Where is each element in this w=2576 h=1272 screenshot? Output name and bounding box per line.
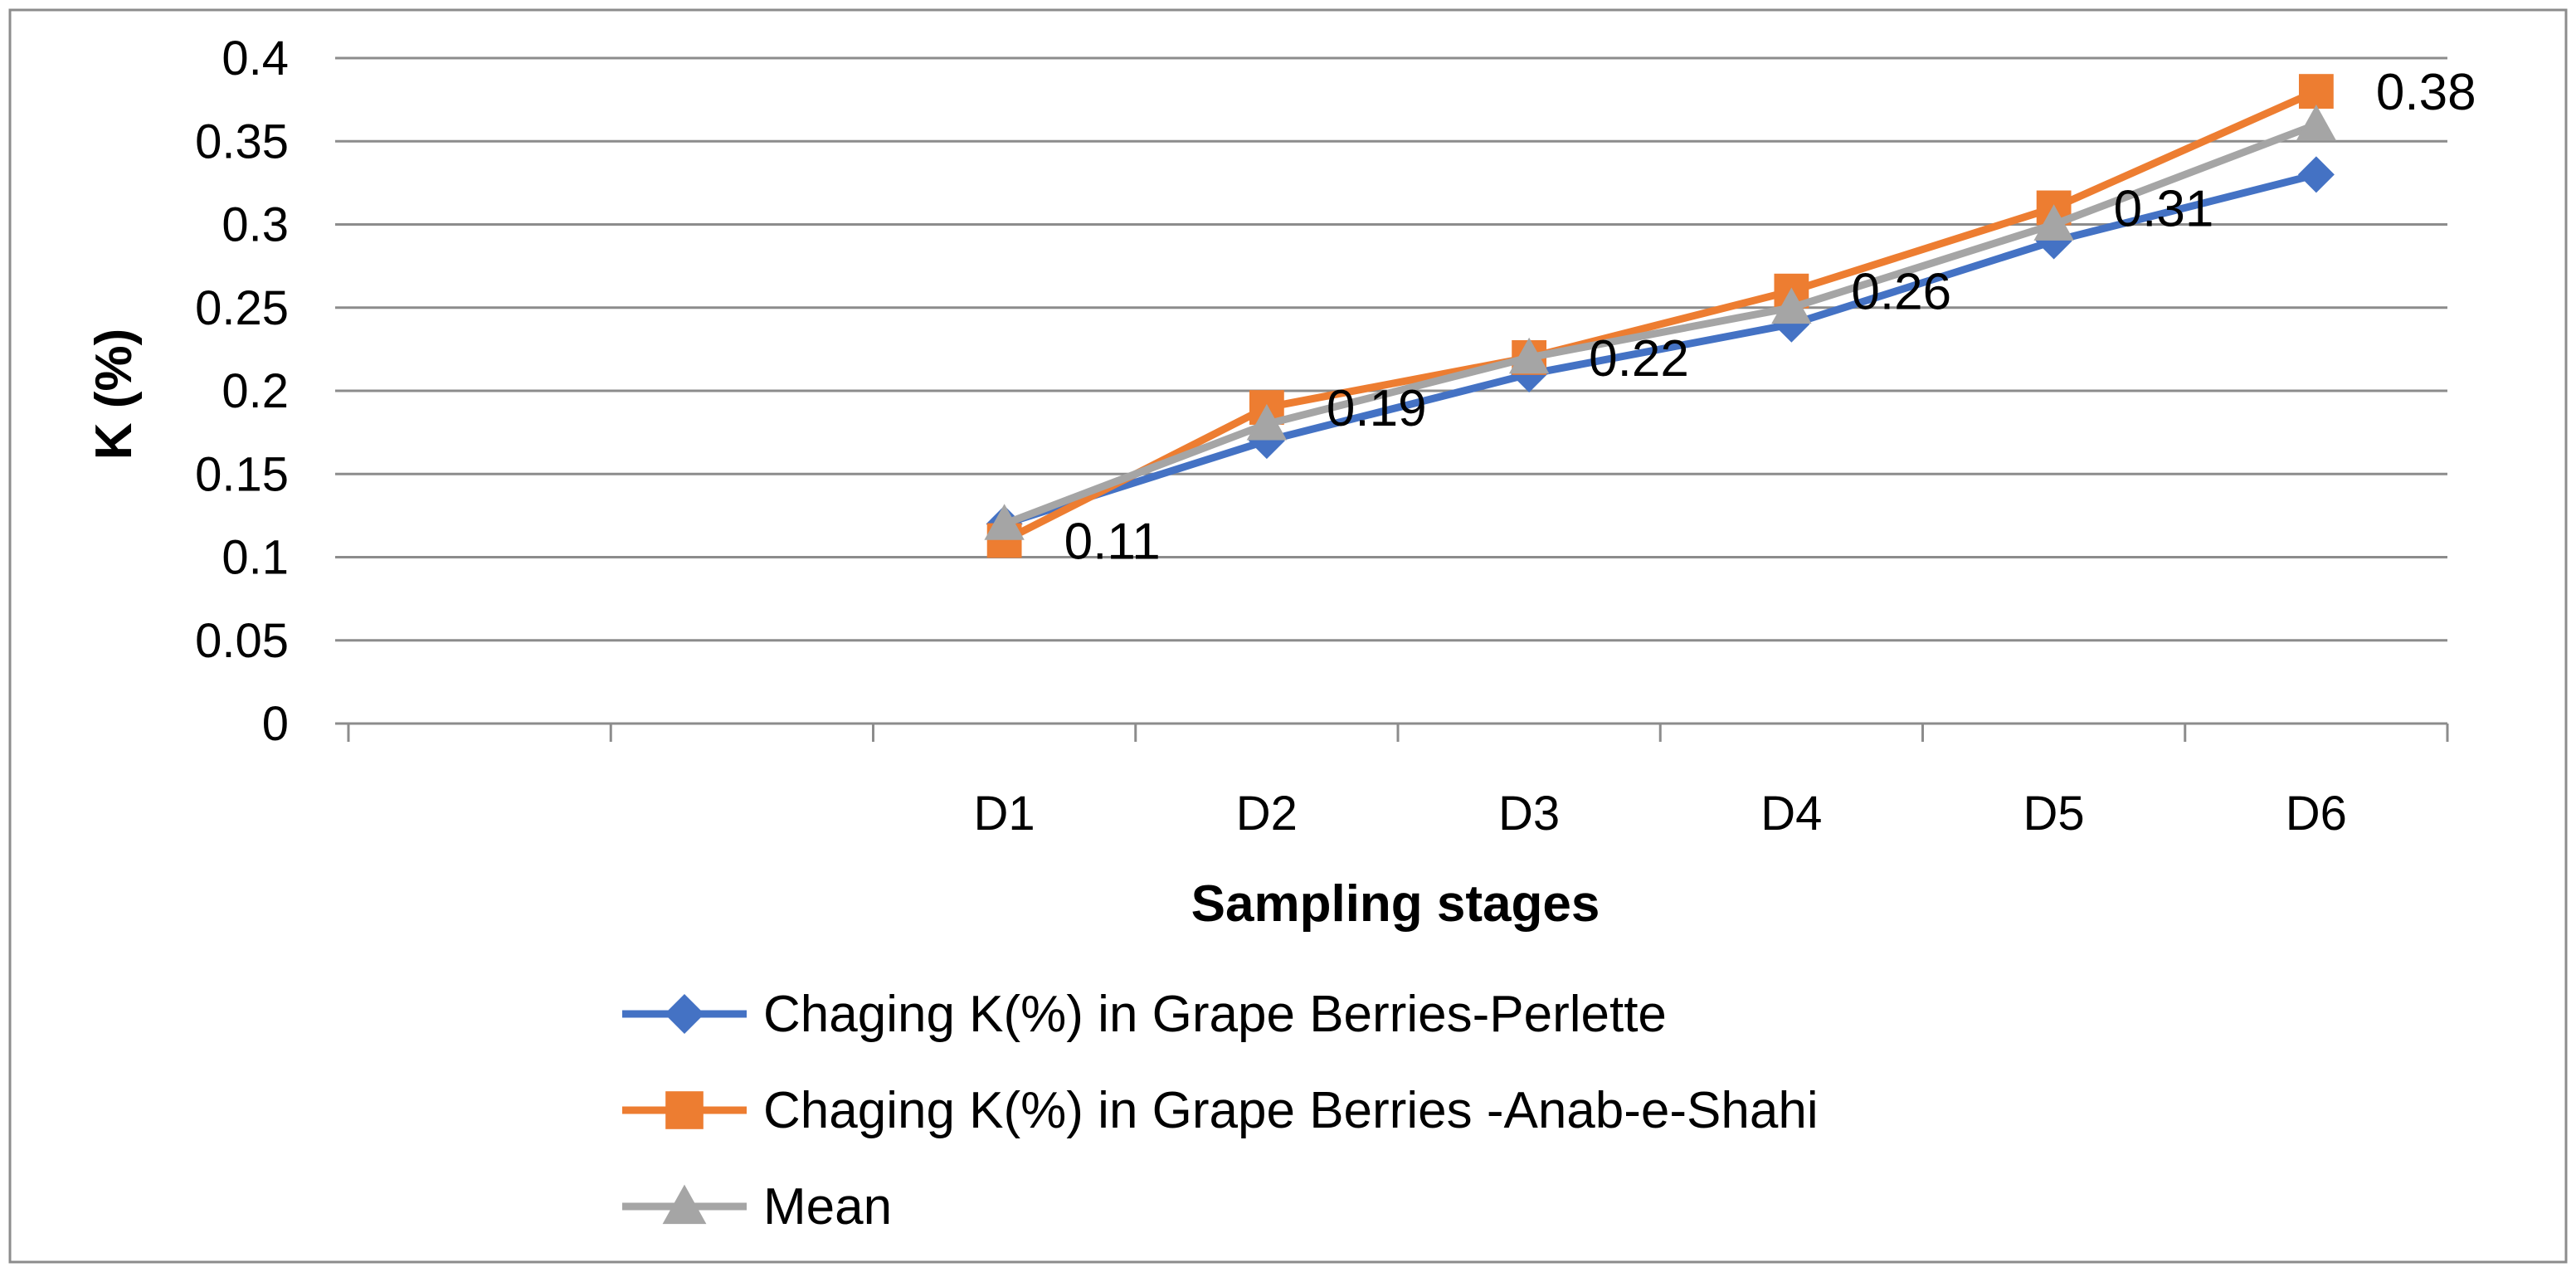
series-lines (984, 74, 2337, 558)
series-line (1001, 170, 2320, 528)
data-point (1508, 337, 1550, 374)
y-tick-label: 0.15 (195, 447, 289, 501)
x-tick-label: D5 (2023, 787, 2085, 841)
y-tick-label: 0.2 (222, 364, 289, 418)
y-tick-label: 0.05 (195, 614, 289, 668)
data-label: 0.19 (1327, 380, 1427, 437)
y-tick-labels: 0 0.05 0.1 0.15 0.2 0.25 0.3 0.35 0.4 (195, 32, 289, 751)
x-tick-label: D2 (1236, 787, 1298, 841)
legend-marker (662, 1184, 707, 1225)
data-point (2033, 204, 2074, 241)
y-tick-label: 0.35 (195, 115, 289, 168)
x-tick-label: D6 (2286, 787, 2347, 841)
data-label: 0.22 (1589, 330, 1689, 387)
data-labels: 0.11 0.19 0.22 0.26 0.31 0.38 (1064, 64, 2476, 570)
legend-label: Mean (763, 1178, 892, 1235)
legend-item: Mean (622, 1178, 892, 1235)
data-point (2297, 156, 2335, 193)
x-axis-title: Sampling stages (1191, 875, 1600, 933)
data-point (1246, 403, 1288, 441)
legend-marker (665, 1091, 704, 1129)
y-tick-label: 0.1 (222, 531, 289, 585)
y-tick-label: 0 (262, 697, 289, 751)
data-label: 0.26 (1851, 264, 1951, 321)
data-point (984, 504, 1025, 540)
y-tick-label: 0.25 (195, 281, 289, 335)
data-label: 0.31 (2114, 180, 2214, 237)
data-point (2296, 105, 2337, 141)
y-axis-title: K (%) (85, 329, 143, 460)
x-tick-labels: D1 D2 D3 D4 D5 D6 (974, 787, 2347, 841)
series-line (1001, 120, 2320, 528)
series-3 (984, 105, 2337, 540)
y-tick-label: 0.3 (222, 198, 289, 252)
data-label: 0.11 (1064, 513, 1161, 570)
gridlines (348, 56, 2447, 642)
series-line (1001, 87, 2320, 544)
legend-item: Chaging K(%) in Grape Berries -Anab-e-Sh… (622, 1082, 1819, 1139)
axes (335, 56, 2449, 742)
legend: Chaging K(%) in Grape Berries-Perlette Ch… (622, 986, 1819, 1235)
legend-label: Chaging K(%) in Grape Berries -Anab-e-Sh… (763, 1082, 1819, 1139)
legend-label: Chaging K(%) in Grape Berries-Perlette (763, 986, 1667, 1043)
data-point (2298, 74, 2334, 109)
x-tick-label: D4 (1760, 787, 1822, 841)
data-label: 0.38 (2376, 64, 2476, 121)
x-tick-label: D1 (974, 787, 1035, 841)
y-tick-label: 0.4 (222, 32, 289, 85)
legend-marker (665, 994, 704, 1034)
x-tick-label: D3 (1498, 787, 1560, 841)
legend-item: Chaging K(%) in Grape Berries-Perlette (622, 986, 1667, 1043)
data-point (1771, 287, 1812, 324)
